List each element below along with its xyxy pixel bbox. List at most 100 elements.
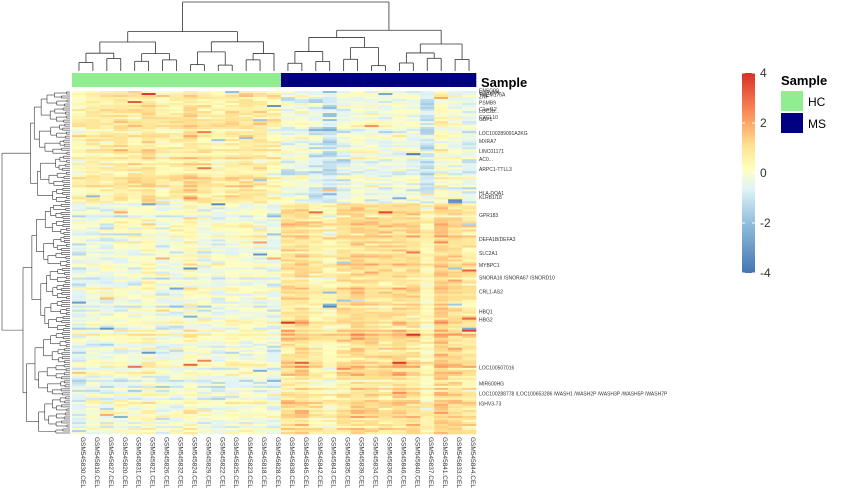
heatmap-cell [239, 131, 254, 134]
heatmap-cell [211, 229, 226, 232]
heatmap-cell [336, 379, 351, 383]
heatmap-cell [308, 121, 324, 124]
heatmap-cell [183, 377, 198, 381]
heatmap-cell [197, 259, 212, 262]
heatmap-cell [155, 199, 170, 202]
heatmap-cell [197, 153, 212, 156]
heatmap-cell [225, 271, 240, 274]
heatmap-cell [169, 179, 184, 182]
heatmap-cell [72, 289, 87, 292]
heatmap-cell [308, 247, 324, 250]
heatmap-cell [308, 283, 324, 286]
heatmap-cell [267, 207, 282, 210]
heatmap-cell [239, 129, 254, 132]
heatmap-cell [169, 359, 184, 363]
heatmap-cell [420, 271, 435, 274]
heatmap-cell [294, 101, 310, 104]
heatmap-cell [183, 273, 198, 276]
heatmap-cell [225, 139, 240, 142]
heatmap-cell [336, 391, 351, 395]
heatmap-cell [225, 253, 240, 256]
heatmap-cell [155, 223, 170, 226]
heatmap-cell [99, 141, 115, 144]
heatmap-cell [169, 333, 184, 337]
heatmap-cell [364, 255, 379, 258]
heatmap-cell [225, 385, 240, 389]
heatmap-cell [197, 105, 212, 108]
heatmap-cell [155, 153, 170, 156]
heatmap-cell [420, 287, 435, 290]
heatmap-cell [239, 173, 254, 176]
heatmap-cell [183, 155, 198, 158]
heatmap-cell [448, 115, 463, 118]
heatmap-cell [99, 175, 115, 178]
heatmap-cell [225, 151, 240, 154]
heatmap-cell [113, 171, 129, 174]
heatmap-cell [308, 317, 324, 320]
heatmap-cell [197, 197, 212, 200]
heatmap-cell [336, 167, 351, 170]
heatmap-cell [239, 305, 254, 308]
heatmap-cell [378, 143, 393, 146]
heatmap-cell [336, 341, 351, 345]
heatmap-cell [211, 303, 226, 306]
heatmap-cell [420, 115, 435, 118]
heatmap-cell [169, 247, 184, 250]
heatmap-cell [197, 219, 212, 222]
heatmap-cell [322, 137, 337, 140]
heatmap-cell [239, 113, 254, 116]
heatmap-cell [434, 201, 449, 204]
heatmap-cell [364, 351, 379, 355]
heatmap-cell [253, 151, 268, 154]
heatmap-cell [462, 281, 477, 284]
heatmap-cell [294, 275, 310, 278]
heatmap-cell [239, 93, 254, 96]
heatmap-cell [322, 183, 337, 186]
heatmap-cell [85, 109, 101, 112]
heatmap-cell [113, 263, 129, 266]
heatmap-cell [462, 145, 477, 148]
heatmap-cell [364, 259, 379, 262]
heatmap-cell [294, 359, 310, 363]
heatmap-cell [99, 371, 115, 375]
heatmap-cell [308, 119, 324, 122]
heatmap-cell [113, 227, 129, 230]
heatmap-cell [197, 163, 212, 166]
heatmap-cell [294, 173, 310, 176]
heatmap-cell [308, 175, 324, 178]
heatmap-cell [364, 377, 379, 381]
heatmap-cell [85, 385, 101, 389]
heatmap-cell [127, 311, 142, 314]
heatmap-cell [448, 103, 463, 106]
heatmap-cell [392, 137, 407, 140]
heatmap-cell [183, 321, 198, 324]
heatmap-cell [155, 127, 170, 130]
heatmap-cell [99, 219, 115, 222]
heatmap-cell [99, 205, 115, 208]
heatmap-cell [350, 335, 365, 339]
heatmap-cell [99, 269, 115, 272]
heatmap-cell [420, 257, 435, 260]
heatmap-cell [322, 95, 337, 98]
heatmap-cell [350, 359, 365, 363]
heatmap-cell [211, 321, 226, 324]
heatmap-cell [127, 277, 142, 280]
heatmap-cell [364, 129, 379, 132]
heatmap-cell [72, 119, 87, 122]
heatmap-cell [420, 231, 435, 234]
heatmap-cell [336, 191, 351, 194]
heatmap-cell [183, 325, 198, 328]
heatmap-cell [211, 123, 226, 126]
heatmap-cell [141, 255, 156, 258]
heatmap-cell [308, 145, 324, 148]
heatmap-cell [197, 117, 212, 120]
heatmap-cell [239, 283, 254, 286]
heatmap-cell [85, 379, 101, 383]
heatmap-cell [434, 389, 449, 393]
heatmap-cell [406, 379, 421, 383]
heatmap-cell [141, 281, 156, 284]
heatmap-cell [253, 155, 268, 158]
heatmap-cell [253, 253, 268, 256]
heatmap-cell [378, 217, 393, 220]
heatmap-cell [267, 305, 282, 308]
